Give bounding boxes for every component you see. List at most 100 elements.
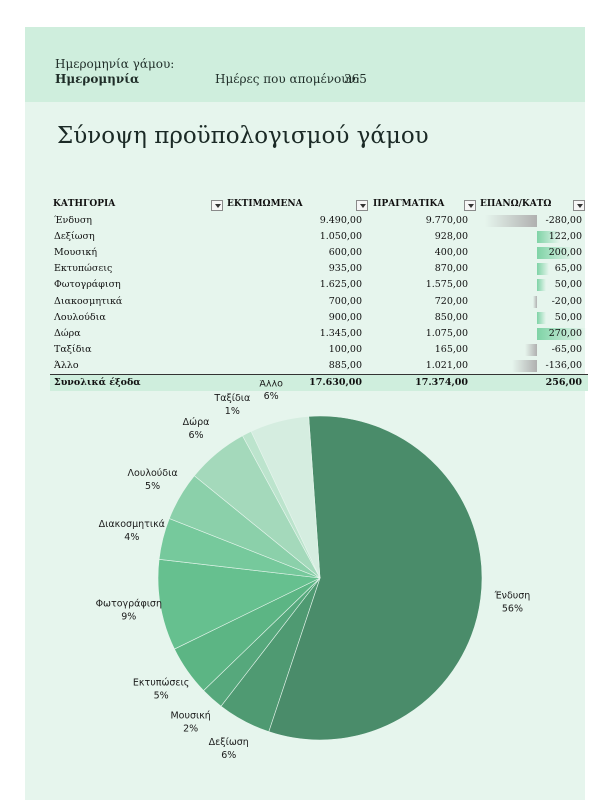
table-row: Διακοσμητικά 700,00 720,00 -20,00 bbox=[50, 294, 588, 310]
category-cell[interactable]: Μουσική bbox=[54, 247, 98, 259]
column-header-category: ΚΑΤΗΓΟΡΙΑ bbox=[53, 199, 116, 209]
estimated-cell[interactable]: 1.345,00 bbox=[319, 327, 362, 339]
diff-data-bar bbox=[533, 295, 537, 308]
diff-cell[interactable]: 50,00 bbox=[554, 311, 582, 323]
category-cell[interactable]: Διακοσμητικά bbox=[54, 295, 123, 307]
diff-data-bar bbox=[537, 279, 547, 292]
pie-slice[interactable] bbox=[250, 416, 321, 579]
diff-cell[interactable]: 122,00 bbox=[548, 231, 582, 243]
table-row: Μουσική 600,00 400,00 200,00 bbox=[50, 245, 588, 261]
pie-slice-label: Δεξίωση bbox=[209, 737, 249, 748]
diff-data-bar bbox=[485, 215, 537, 228]
diff-data-bar bbox=[537, 231, 560, 244]
pie-slice-percent-label: 1% bbox=[225, 406, 240, 417]
actual-cell[interactable]: 720,00 bbox=[434, 295, 468, 307]
pie-slice[interactable] bbox=[157, 558, 322, 650]
pie-slice-percent-label: 9% bbox=[121, 612, 136, 623]
filter-dropdown-icon[interactable] bbox=[573, 200, 585, 211]
diff-cell[interactable]: 270,00 bbox=[548, 327, 582, 339]
estimated-cell[interactable]: 1.625,00 bbox=[319, 279, 362, 291]
category-cell[interactable]: Ταξίδια bbox=[54, 343, 92, 355]
pie-slice-label: Άλλο bbox=[259, 380, 283, 389]
days-left-value: 365 bbox=[344, 72, 367, 86]
days-left-label: Ημέρες που απομένουν: bbox=[215, 72, 360, 86]
category-cell[interactable]: Λουλούδια bbox=[54, 311, 106, 323]
diff-data-bar bbox=[537, 263, 550, 276]
pie-slice-percent-label: 4% bbox=[124, 532, 139, 543]
header-band: Ημερομηνία γάμου: Ημερομηνία Ημέρες που … bbox=[25, 27, 585, 102]
pie-slice-label: Φωτογράφιση bbox=[96, 599, 162, 610]
total-actual: 17.374,00 bbox=[415, 377, 468, 389]
category-cell[interactable]: Δεξίωση bbox=[54, 231, 95, 243]
pie-slice-percent-label: 6% bbox=[189, 430, 204, 441]
actual-cell[interactable]: 165,00 bbox=[434, 343, 468, 355]
filter-dropdown-icon[interactable] bbox=[356, 200, 368, 211]
table-row: Ταξίδια 100,00 165,00 -65,00 bbox=[50, 342, 588, 358]
diff-data-bar bbox=[537, 247, 575, 260]
actual-cell[interactable]: 870,00 bbox=[434, 263, 468, 275]
pie-slice-label: Διακοσμητικά bbox=[99, 519, 165, 530]
table-row: Εκτυπώσεις 935,00 870,00 65,00 bbox=[50, 261, 588, 277]
pie-slice-label: Ένδυση bbox=[494, 590, 531, 601]
pie-slice-percent-label: 56% bbox=[502, 603, 523, 614]
pie-slice-percent-label: 6% bbox=[221, 750, 236, 761]
category-cell[interactable]: Ένδυση bbox=[54, 215, 92, 227]
wedding-date-value[interactable]: Ημερομηνία bbox=[55, 72, 140, 86]
pie-slice[interactable] bbox=[268, 415, 483, 741]
pie-slice-percent-label: 5% bbox=[145, 481, 160, 492]
actual-cell[interactable]: 1.575,00 bbox=[425, 279, 468, 291]
pie-slice-label: Ταξίδια bbox=[213, 393, 250, 404]
estimated-cell[interactable]: 935,00 bbox=[328, 263, 362, 275]
estimated-cell[interactable]: 100,00 bbox=[328, 343, 362, 355]
actual-cell[interactable]: 1.021,00 bbox=[425, 359, 468, 371]
filter-dropdown-icon[interactable] bbox=[464, 200, 476, 211]
pie-slice-label: Εκτυπώσεις bbox=[133, 677, 189, 688]
estimated-cell[interactable]: 9.490,00 bbox=[319, 215, 362, 227]
pie-slice-percent-label: 2% bbox=[183, 724, 198, 735]
budget-table: ΚΑΤΗΓΟΡΙΑ ΕΚΤΙΜΩΜΕΝΑ ΠΡΑΓΜΑΤΙΚΑ ΕΠΑΝΩ/ΚΑ… bbox=[50, 197, 588, 392]
estimated-cell[interactable]: 1.050,00 bbox=[319, 231, 362, 243]
diff-cell[interactable]: -280,00 bbox=[545, 215, 582, 227]
table-row: Άλλο 885,00 1.021,00 -136,00 bbox=[50, 358, 588, 374]
pie-slice-label: Μουσική bbox=[170, 711, 210, 722]
actual-cell[interactable]: 1.075,00 bbox=[425, 327, 468, 339]
table-row: Δώρα 1.345,00 1.075,00 270,00 bbox=[50, 326, 588, 342]
category-cell[interactable]: Φωτογράφιση bbox=[54, 279, 121, 291]
diff-cell[interactable]: -65,00 bbox=[551, 343, 582, 355]
table-row: Φωτογράφιση 1.625,00 1.575,00 50,00 bbox=[50, 277, 588, 293]
diff-cell[interactable]: 200,00 bbox=[548, 247, 582, 259]
diff-cell[interactable]: 65,00 bbox=[554, 263, 582, 275]
category-cell[interactable]: Εκτυπώσεις bbox=[54, 263, 113, 275]
table-row: Ένδυση 9.490,00 9.770,00 -280,00 bbox=[50, 213, 588, 229]
estimated-cell[interactable]: 885,00 bbox=[328, 359, 362, 371]
pie-slice-percent-label: 6% bbox=[264, 391, 279, 402]
diff-data-bar bbox=[524, 343, 537, 356]
diff-cell[interactable]: 50,00 bbox=[554, 279, 582, 291]
estimated-cell[interactable]: 900,00 bbox=[328, 311, 362, 323]
column-header-actual: ΠΡΑΓΜΑΤΙΚΑ bbox=[373, 199, 445, 209]
column-header-estimated: ΕΚΤΙΜΩΜΕΝΑ bbox=[227, 199, 303, 209]
actual-cell[interactable]: 928,00 bbox=[434, 231, 468, 243]
diff-data-bar bbox=[511, 359, 537, 372]
total-estimated: 17.630,00 bbox=[309, 377, 362, 389]
category-cell[interactable]: Δώρα bbox=[54, 327, 81, 339]
estimated-cell[interactable]: 600,00 bbox=[328, 247, 362, 259]
page-title: Σύνοψη προϋπολογισμού γάμου bbox=[57, 123, 429, 149]
estimated-cell[interactable]: 700,00 bbox=[328, 295, 362, 307]
pie-slice-percent-label: 5% bbox=[154, 690, 169, 701]
actual-cell[interactable]: 400,00 bbox=[434, 247, 468, 259]
pie-slice-label: Λουλούδια bbox=[128, 468, 178, 479]
actual-cell[interactable]: 850,00 bbox=[434, 311, 468, 323]
total-row: Συνολικά έξοδα 17.630,00 17.374,00 256,0… bbox=[50, 374, 588, 392]
diff-cell[interactable]: -136,00 bbox=[545, 359, 582, 371]
filter-dropdown-icon[interactable] bbox=[211, 200, 223, 211]
expense-pie-chart: Ένδυση 56% Δεξίωση 6% Μουσική 2% Εκτυπώσεις 5% Φ… bbox=[96, 380, 531, 761]
wedding-date-label: Ημερομηνία γάμου: bbox=[55, 57, 175, 71]
category-cell[interactable]: Άλλο bbox=[54, 359, 79, 371]
column-header-diff: ΕΠΑΝΩ/ΚΑΤΩ bbox=[480, 199, 552, 209]
table-row: Λουλούδια 900,00 850,00 50,00 bbox=[50, 310, 588, 326]
actual-cell[interactable]: 9.770,00 bbox=[425, 215, 468, 227]
diff-cell[interactable]: -20,00 bbox=[551, 295, 582, 307]
total-label: Συνολικά έξοδα bbox=[54, 377, 141, 389]
pie-slice-label: Δώρα bbox=[183, 417, 210, 428]
